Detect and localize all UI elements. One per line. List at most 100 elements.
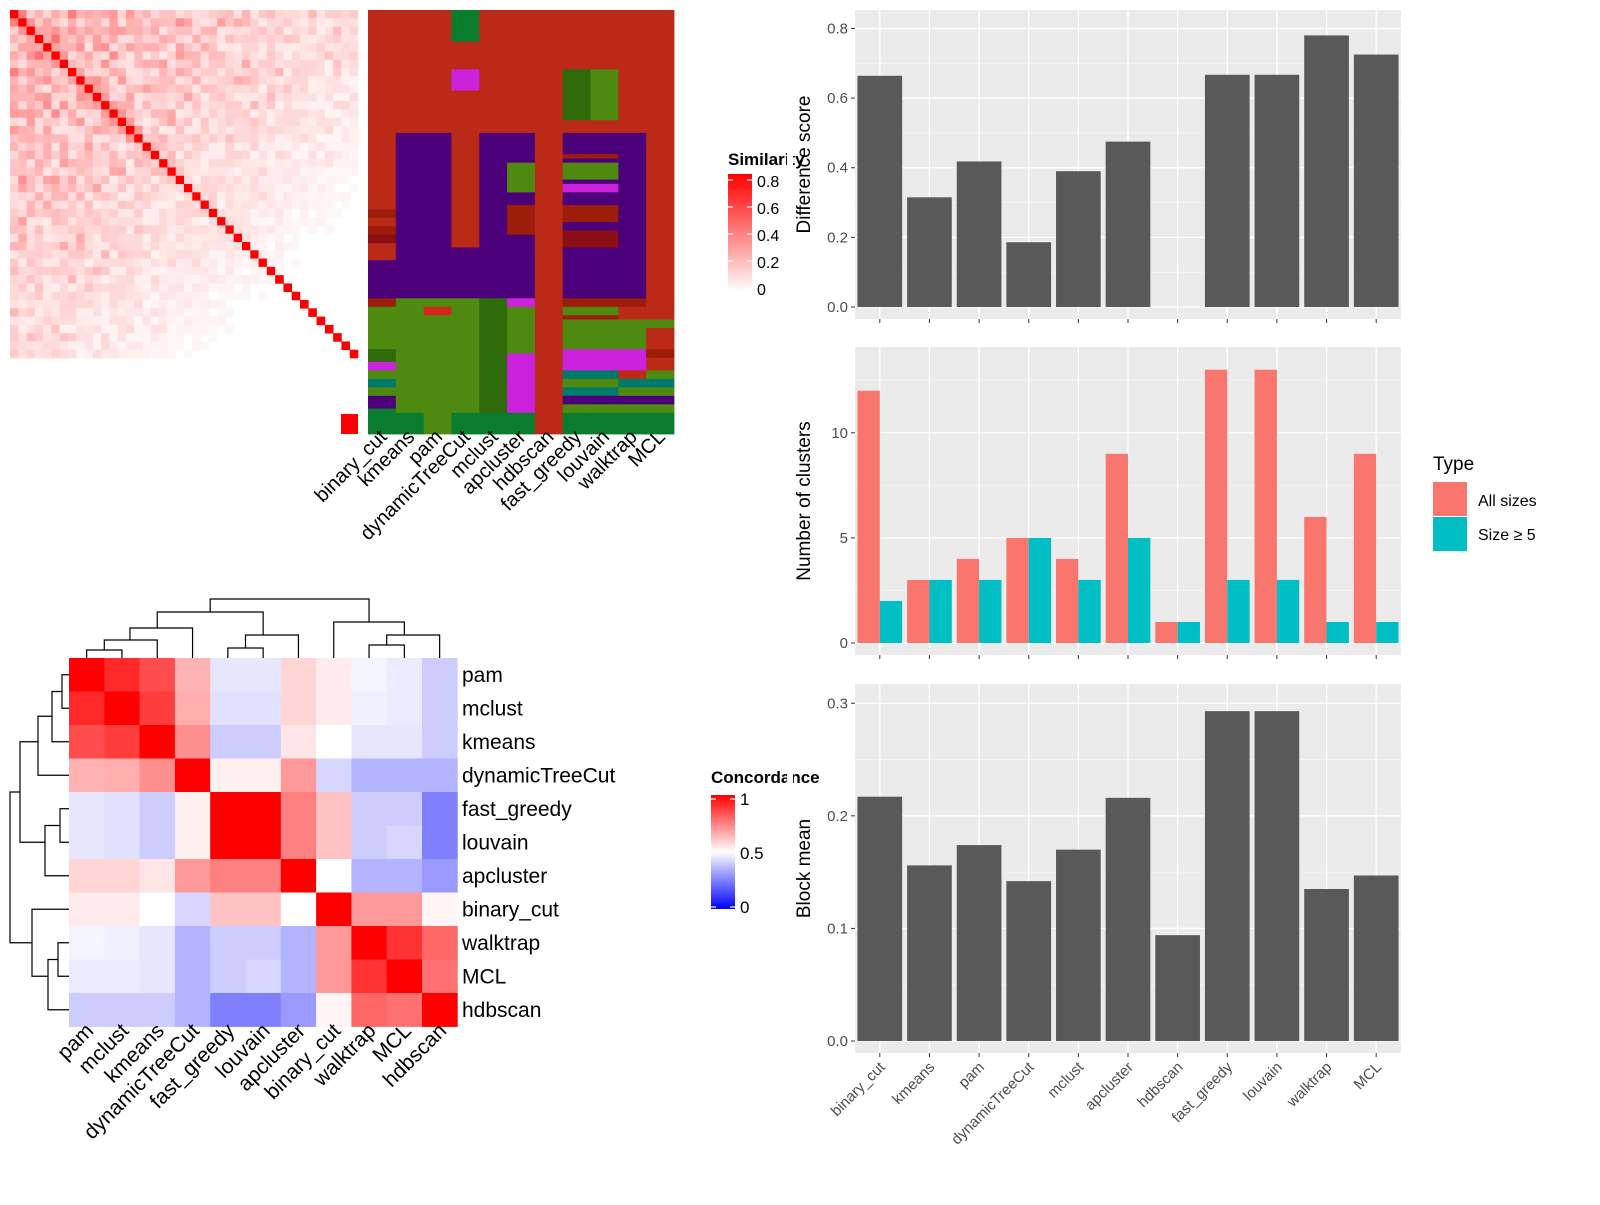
similarity-cell [184,26,193,36]
similarity-cell [134,233,143,243]
similarity-cell [316,150,326,160]
similarity-cell [51,333,61,342]
similarity-cell [167,217,177,226]
similarity-cell [92,59,102,69]
similarity-cell [126,59,135,69]
dendrogram-branch [57,942,69,977]
similarity-cell [349,167,359,177]
concordance-cell [104,959,140,994]
similarity-cell [126,134,135,143]
cluster-cell [590,192,619,206]
similarity-cell [18,341,27,351]
similarity-cell [51,43,61,52]
similarity-cell [134,242,143,251]
all-sizes-bar [1006,537,1029,643]
similarity-cell [175,316,185,326]
similarity-cell [225,258,235,268]
similarity-cell [26,316,36,326]
similarity-cell [51,126,61,135]
similarity-cell [150,225,160,235]
similarity-cell [159,18,168,27]
similarity-cell [167,200,177,210]
similarity-cell [208,26,218,36]
similarity-cell [117,217,127,226]
similarity-cell [109,341,119,351]
similarity-cell [192,10,201,19]
similarity-cell [117,159,127,168]
similarity-cell [341,126,351,135]
similarity-cell [324,142,334,152]
similarity-cell [150,266,160,276]
cluster-cell [479,412,508,435]
similarity-cell [258,18,268,27]
cluster-cell [590,332,619,350]
similarity-cell [76,175,85,185]
similarity-cell [59,126,69,135]
concordance-cell [386,892,423,927]
similarity-cell [283,242,293,251]
similarity-cell [308,43,317,52]
similarity-cell [275,18,284,27]
concordance-column-labels: pammclustkmeansdynamicTreeCutfast_greedy… [53,1019,451,1144]
similarity-cell [150,18,160,27]
similarity-cell [34,134,44,143]
similarity-cell [250,84,259,94]
all-sizes-bar [956,558,980,643]
similarity-cell [242,159,251,168]
similarity-cell [68,26,77,36]
similarity-cell [84,233,94,243]
similarity-cell [126,192,135,201]
cluster-cell [646,357,675,371]
similarity-cell [59,84,69,94]
similarity-cell [184,175,193,185]
concordance-cell [69,926,105,960]
cluster-cell [562,162,591,180]
similarity-cell [192,233,201,243]
similarity-cell [217,167,226,177]
similarity-cell [200,68,210,77]
similarity-cell [217,68,226,77]
similarity-cell [184,242,193,251]
similarity-cell [233,200,243,210]
concordance-row-label: hdbscan [462,999,541,1022]
similarity-cell [291,43,301,52]
similarity-cell [349,26,359,36]
similarity-cell [134,291,143,301]
similarity-cell [225,18,235,27]
similarity-cell [51,341,61,351]
concordance-cell [69,993,105,1027]
similarity-cell [101,349,110,359]
cluster-cell [646,404,675,414]
similarity-cell [76,316,85,326]
cluster-cell [395,10,425,134]
similarity-cell [333,167,342,177]
similarity-cell [92,242,102,251]
concordance-cell [351,959,388,994]
similarity-cell [117,324,127,334]
similarity-cell [10,250,19,259]
similarity-cell [333,117,342,127]
similarity-cell [51,84,61,94]
similarity-cell [84,68,94,77]
similarity-cell [175,142,185,152]
similarity-cell [101,316,110,326]
similarity-cell [150,333,160,342]
similarity-cell [18,109,27,119]
similarity-cell [59,283,69,293]
similarity-cell [68,109,77,119]
similarity-cell [250,242,259,251]
concordance-cell [210,792,246,826]
similarity-cell [126,233,135,243]
similarity-cell [175,126,185,135]
similarity-cell [200,126,210,135]
similarity-cell [109,92,119,102]
similarity-cell [51,291,61,301]
similarity-cell [126,167,135,177]
similarity-cell [250,18,259,27]
similarity-cell [167,18,177,27]
similarity-cell [101,134,110,143]
similarity-cell [300,150,309,160]
similarity-cell [101,300,110,309]
concordance-cell [104,691,140,726]
similarity-cell [51,349,61,359]
